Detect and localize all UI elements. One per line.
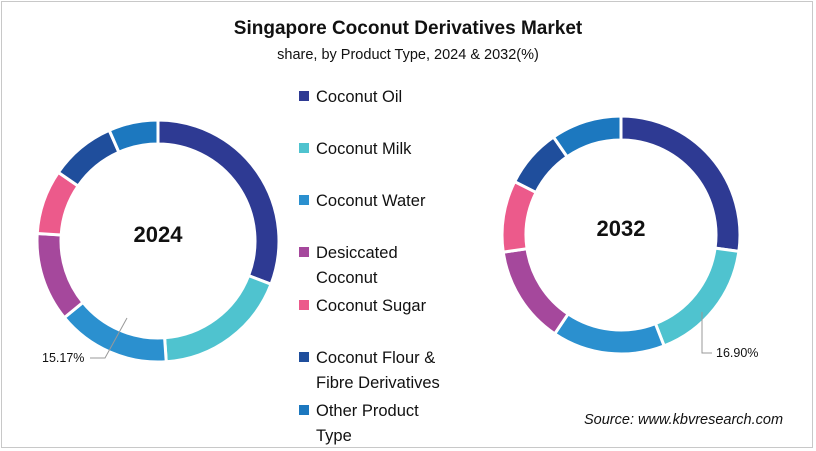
donut-segment [552,311,667,356]
annotation-2024: 15.17% [42,351,85,365]
legend-swatch [299,143,309,153]
donut-segment [35,231,86,320]
legend-swatch [299,405,309,415]
legend-label: Coconut Water [316,192,426,210]
legend-swatch [299,352,309,362]
donut-segment [653,246,741,348]
legend-item-coconut-flour: Coconut Flour & Fibre Derivatives [299,346,476,396]
donut-2024 [35,118,281,364]
legend-label: Coconut Sugar [316,297,427,315]
legend-swatch [299,91,309,101]
legend-item-other-product-type: Other Product Type [299,399,446,449]
leader-line-2032 [701,312,712,354]
donut-segment [163,273,273,364]
annotation-2032: 16.90% [716,346,759,360]
donut-segment [56,128,121,189]
legend-item-desiccated-coconut: Desiccated Coconut [299,241,426,291]
chart-subtitle: share, by Product Type, 2024 & 2032(%) [277,47,539,63]
legend-label: Coconut Flour & Fibre Derivatives [316,349,440,392]
donut-segment [501,246,571,336]
legend-swatch [299,300,309,310]
legend-item-coconut-sugar: Coconut Sugar [299,294,476,319]
legend-item-coconut-oil: Coconut Oil [299,85,476,110]
donut-segment [156,118,281,287]
chart-title: Singapore Coconut Derivatives Market [233,18,583,39]
donut-segment [107,118,160,155]
legend-label: Other Product Type [316,402,419,445]
donut-2032 [500,114,742,356]
legend-item-coconut-milk: Coconut Milk [299,137,476,162]
leader-line-2024 [90,317,128,359]
legend-item-coconut-water: Coconut Water [299,189,476,214]
donut-segment [551,114,623,159]
source-note: Source: www.kbvresearch.com [584,412,784,428]
center-label-2032: 2032 [596,216,646,241]
legend-label: Coconut Milk [316,140,412,158]
center-label-2024: 2024 [133,222,183,247]
donut-segment [500,179,539,254]
legend-swatch [299,195,309,205]
legend-swatch [299,247,309,257]
legend-label: Coconut Oil [316,88,403,106]
legend-label: Desiccated Coconut [316,244,398,287]
